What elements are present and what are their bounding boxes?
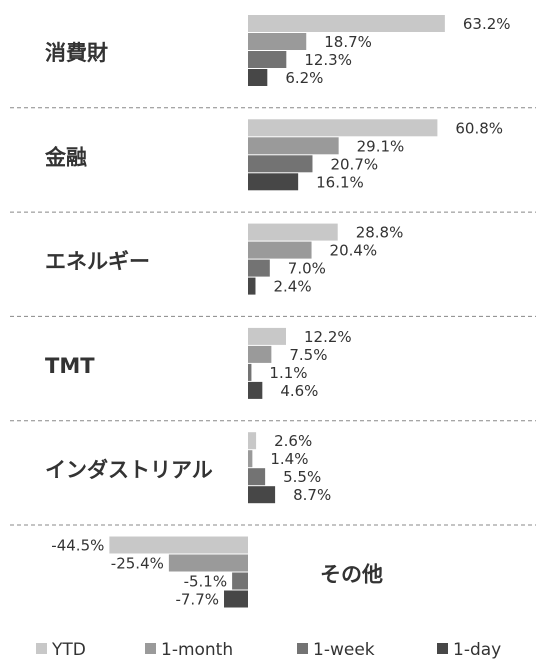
bar (168, 554, 248, 572)
data-label: 12.3% (304, 51, 352, 69)
data-label: -25.4% (111, 555, 164, 573)
legend-label: YTD (51, 640, 86, 660)
bar (248, 363, 252, 381)
data-label: 28.8% (356, 224, 404, 242)
data-label: 2.4% (273, 278, 311, 296)
bar (248, 381, 263, 399)
data-label: 63.2% (463, 15, 511, 33)
category-label: エネルギー (45, 250, 150, 274)
bar (248, 259, 270, 277)
data-label: 1.1% (269, 364, 307, 382)
data-label: 16.1% (316, 173, 364, 191)
data-label: 29.1% (357, 137, 405, 155)
legend-swatch (297, 643, 308, 654)
bar (248, 432, 257, 450)
legend-label: 1-month (161, 640, 233, 660)
bar (248, 51, 287, 68)
bar (248, 119, 438, 137)
category-label: インダストリアル (45, 458, 213, 482)
data-label: -5.1% (184, 573, 228, 591)
bar (109, 536, 248, 554)
bar (248, 33, 307, 50)
data-label: -44.5% (51, 537, 104, 555)
bar (248, 327, 287, 345)
bar (248, 468, 266, 486)
data-label: 8.7% (293, 486, 331, 504)
bar (232, 572, 248, 590)
bar (248, 173, 299, 191)
data-label: 7.0% (288, 260, 326, 278)
data-label: 2.6% (274, 432, 312, 450)
bar (248, 69, 268, 86)
legend-swatch (437, 643, 448, 654)
bar (248, 450, 253, 468)
bar (248, 486, 276, 504)
data-label: -7.7% (175, 591, 219, 609)
bar (248, 155, 313, 173)
data-label: 4.6% (280, 382, 318, 400)
data-label: 5.5% (283, 468, 321, 486)
legend-label: 1-day (453, 640, 501, 660)
legend-swatch (145, 643, 156, 654)
data-label: 20.7% (330, 155, 378, 173)
data-label: 12.2% (304, 328, 352, 346)
bar (248, 137, 339, 155)
data-label: 20.4% (330, 242, 378, 260)
data-label: 1.4% (270, 450, 308, 468)
bar (248, 345, 272, 363)
category-label: 金融 (44, 145, 87, 169)
data-label: 60.8% (455, 119, 503, 137)
category-label: 消費財 (45, 41, 108, 65)
data-label: 6.2% (285, 69, 323, 87)
category-label: その他 (320, 563, 383, 587)
bar (248, 15, 445, 32)
data-label: 7.5% (289, 346, 327, 364)
category-label: TMT (45, 354, 95, 378)
legend-swatch (36, 643, 47, 654)
data-label: 18.7% (324, 33, 372, 51)
bar (224, 590, 248, 608)
bar (248, 223, 338, 241)
bar (248, 277, 256, 295)
legend-label: 1-week (313, 640, 375, 660)
bar (248, 241, 312, 259)
